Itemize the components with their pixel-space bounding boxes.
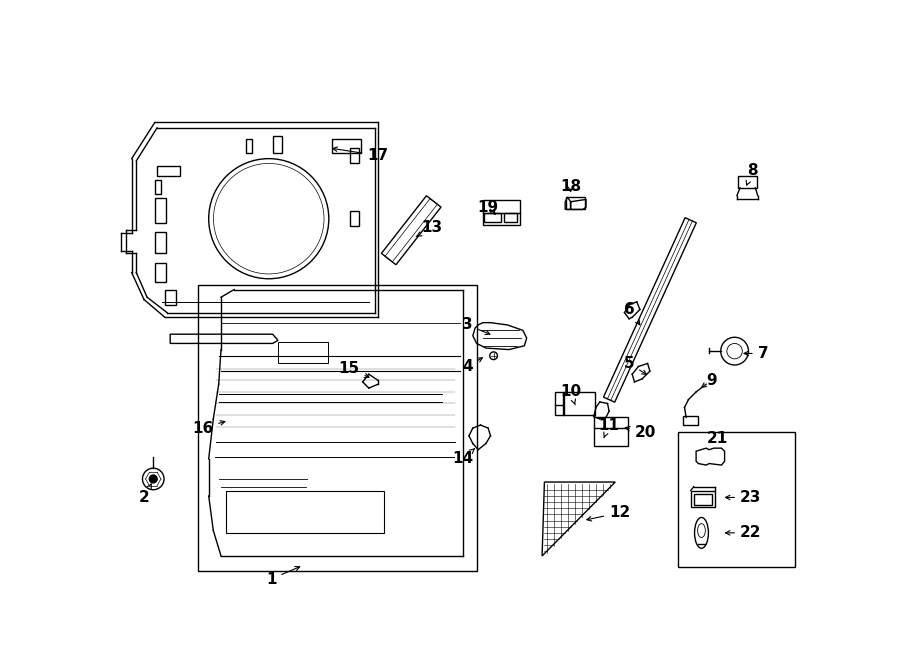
Bar bbox=[349, 148, 359, 163]
Text: 17: 17 bbox=[333, 147, 389, 163]
Text: 12: 12 bbox=[587, 505, 630, 521]
Bar bbox=[349, 211, 359, 226]
Bar bbox=[155, 198, 166, 223]
Bar bbox=[555, 392, 564, 415]
Circle shape bbox=[148, 475, 157, 484]
Bar bbox=[566, 197, 585, 210]
Bar bbox=[155, 180, 161, 194]
Bar bbox=[690, 490, 716, 508]
Bar bbox=[273, 136, 282, 153]
Text: 20: 20 bbox=[626, 425, 656, 440]
Text: 21: 21 bbox=[706, 430, 727, 446]
Bar bbox=[484, 213, 501, 222]
Bar bbox=[594, 416, 628, 446]
Bar bbox=[683, 416, 698, 425]
Bar bbox=[155, 232, 166, 253]
Text: 2: 2 bbox=[139, 484, 151, 505]
Bar bbox=[562, 392, 595, 415]
Text: 10: 10 bbox=[560, 385, 581, 405]
Text: 8: 8 bbox=[746, 163, 758, 185]
Bar bbox=[504, 213, 518, 222]
Bar bbox=[155, 262, 166, 282]
Bar bbox=[694, 494, 712, 505]
Text: 18: 18 bbox=[560, 179, 581, 194]
Text: 7: 7 bbox=[744, 346, 769, 361]
Text: 5: 5 bbox=[624, 356, 646, 374]
Text: 16: 16 bbox=[192, 420, 225, 436]
Text: 13: 13 bbox=[416, 220, 443, 237]
Bar bbox=[227, 490, 384, 533]
Text: 6: 6 bbox=[624, 302, 640, 325]
Bar bbox=[158, 165, 180, 176]
Text: 9: 9 bbox=[701, 373, 716, 388]
Text: 4: 4 bbox=[462, 358, 482, 374]
Text: 19: 19 bbox=[478, 200, 499, 215]
Bar bbox=[679, 432, 796, 566]
Text: 3: 3 bbox=[462, 317, 490, 334]
Text: 22: 22 bbox=[725, 525, 761, 540]
Bar bbox=[278, 342, 328, 364]
Bar bbox=[332, 139, 361, 153]
Text: 15: 15 bbox=[338, 362, 369, 377]
Bar bbox=[165, 290, 176, 305]
Text: 14: 14 bbox=[452, 449, 474, 467]
Text: 11: 11 bbox=[598, 418, 619, 438]
Text: 1: 1 bbox=[266, 566, 300, 586]
Bar bbox=[198, 285, 477, 571]
Bar bbox=[482, 200, 520, 225]
Bar bbox=[738, 176, 757, 188]
Text: 23: 23 bbox=[725, 490, 761, 505]
Bar bbox=[246, 139, 252, 153]
